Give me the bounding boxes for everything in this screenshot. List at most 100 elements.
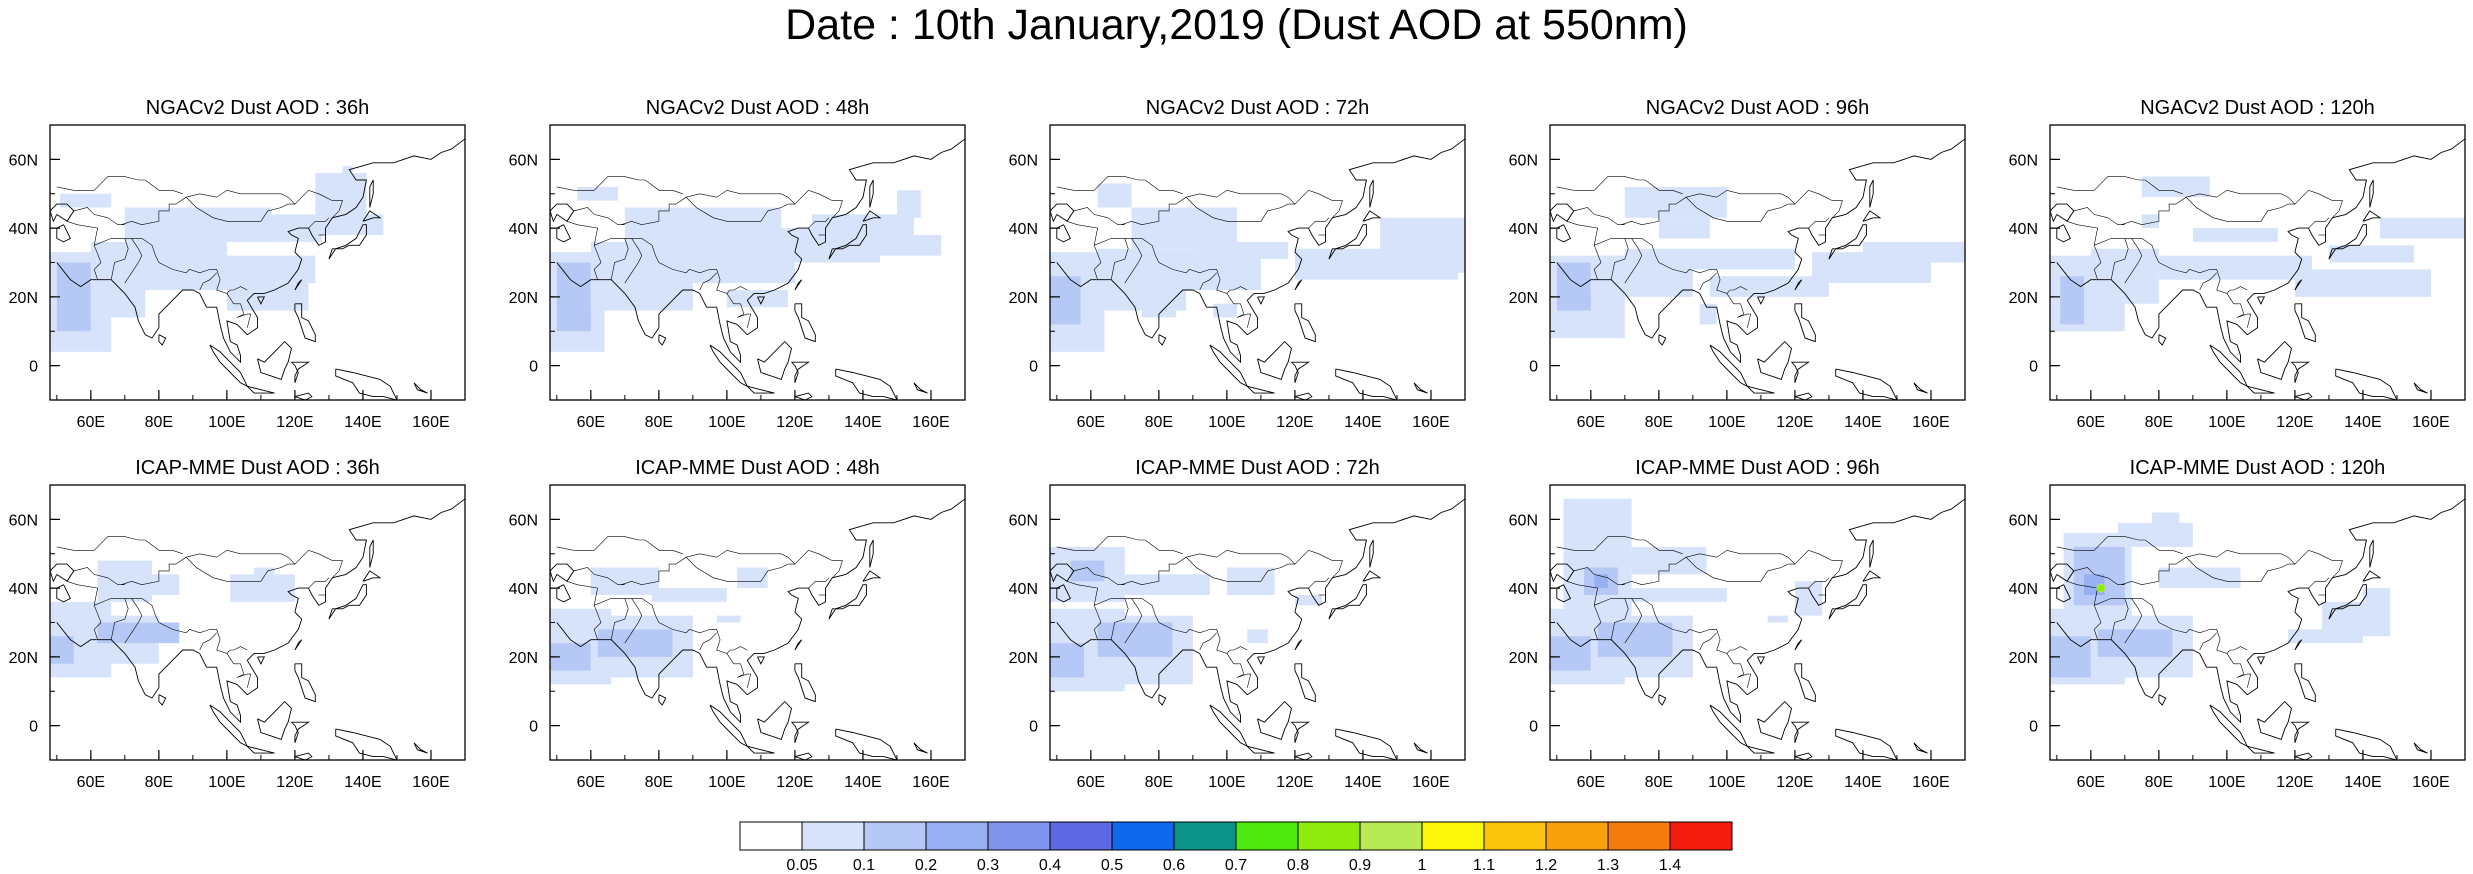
coastline — [1158, 334, 1167, 346]
country-border — [641, 598, 748, 654]
colorbar-swatch — [1049, 821, 1113, 851]
country-border — [1726, 653, 1752, 688]
lat-tick-label: 0 — [1029, 719, 1038, 736]
coastline — [1556, 498, 1965, 724]
coastline — [257, 700, 292, 740]
lon-tick-label: 60E — [77, 414, 105, 431]
map-panel: ICAP-MME Dust AOD : 120h 60E 80E 100E 120E 14… — [2009, 457, 2466, 791]
lat-tick-label: 20N — [2009, 650, 2038, 667]
lon-tick-label: 100E — [708, 414, 745, 431]
lon-tick-label: 160E — [2412, 414, 2449, 431]
lat-tick-label: 60N — [9, 512, 38, 529]
lat-tick-label: 40N — [2009, 221, 2038, 238]
coastline — [257, 656, 266, 665]
dust-aod-shade — [2090, 248, 2159, 304]
dust-aod-shade — [1199, 241, 1289, 260]
country-border — [699, 632, 717, 651]
coastline — [413, 742, 428, 754]
dust-aod-shade — [97, 560, 153, 602]
country-border — [1121, 549, 1296, 586]
coastline — [794, 392, 813, 400]
colorbar-swatch — [1173, 821, 1237, 851]
coastline — [1246, 745, 1275, 754]
coastline — [1794, 392, 1813, 400]
lat-tick-label: 0 — [29, 719, 38, 736]
coastline — [2050, 203, 2075, 223]
dust-aod-shade — [2362, 588, 2391, 602]
coastline — [2257, 700, 2292, 740]
country-border — [2066, 567, 2125, 586]
lon-tick-label: 160E — [412, 414, 449, 431]
lon-tick-label: 100E — [2208, 414, 2245, 431]
colorbar-label: 0.8 — [1287, 857, 1309, 874]
colorbar-swatch — [925, 821, 989, 851]
coastline — [1556, 224, 1572, 243]
coastline — [1294, 392, 1313, 400]
country-border — [556, 176, 683, 195]
country-border — [1066, 221, 1098, 246]
country-border — [93, 245, 102, 280]
coastline — [1709, 344, 1749, 388]
country-border — [1226, 293, 1252, 328]
country-border — [1056, 536, 1183, 555]
coastline — [2158, 694, 2167, 706]
lon-tick-label: 140E — [1344, 414, 1381, 431]
lat-tick-label: 20N — [2009, 290, 2038, 307]
country-border — [56, 176, 183, 195]
dust-aod-shade — [896, 190, 921, 218]
coastline — [1556, 138, 1965, 364]
country-border — [566, 567, 625, 586]
colorbar-swatch — [1111, 821, 1175, 851]
coastline — [757, 656, 766, 665]
coastline — [913, 382, 928, 394]
panel-title: NGACv2 Dust AOD : 48h — [646, 97, 869, 119]
dust-aod-shade — [597, 629, 673, 657]
lat-tick-label: 40N — [509, 581, 538, 598]
coastline — [828, 584, 867, 620]
coastline — [2056, 138, 2465, 364]
dust-aod-shade — [652, 588, 727, 602]
coastline — [791, 361, 810, 383]
dust-aod-shade — [2192, 228, 2278, 242]
dust-aod-shade — [1767, 615, 1789, 623]
coastline — [1257, 340, 1292, 380]
country-border — [121, 549, 296, 586]
colorbar-label: 0.3 — [977, 857, 999, 874]
coastline — [369, 179, 374, 208]
coastline — [294, 279, 303, 291]
lon-tick-label: 100E — [208, 414, 245, 431]
country-border — [2294, 189, 2343, 219]
lon-tick-label: 80E — [145, 774, 173, 791]
country-border — [610, 238, 629, 280]
country-border — [1808, 577, 1830, 589]
coastline — [1913, 382, 1928, 394]
colorbar-label: 1.4 — [1659, 857, 1681, 874]
coastline — [1158, 694, 1167, 706]
country-border — [124, 598, 143, 644]
dust-aod-shade — [556, 262, 591, 332]
country-border — [1624, 598, 1643, 644]
lat-tick-label: 60N — [2009, 512, 2038, 529]
coastline — [1757, 340, 1792, 380]
country-border — [699, 272, 717, 291]
panel-title: NGACv2 Dust AOD : 72h — [1146, 97, 1369, 119]
coastline — [294, 663, 316, 703]
coastline — [709, 704, 749, 748]
coastline — [328, 224, 367, 260]
coastline — [556, 584, 572, 603]
country-border — [2308, 577, 2330, 589]
lat-tick-label: 20N — [1509, 650, 1538, 667]
lon-tick-label: 120E — [1276, 414, 1313, 431]
lat-tick-label: 60N — [1009, 152, 1038, 169]
coastline — [362, 210, 382, 222]
coastline — [2294, 639, 2303, 651]
coastline — [828, 224, 867, 260]
lon-tick-label: 100E — [1208, 774, 1245, 791]
lat-tick-label: 0 — [29, 359, 38, 376]
lat-tick-label: 0 — [1529, 359, 1538, 376]
panel-title: ICAP-MME Dust AOD : 36h — [135, 457, 380, 479]
dust-aod-shade — [1624, 248, 1795, 270]
country-border — [1594, 238, 1642, 246]
coastline — [658, 694, 667, 706]
coastline — [1294, 303, 1316, 343]
